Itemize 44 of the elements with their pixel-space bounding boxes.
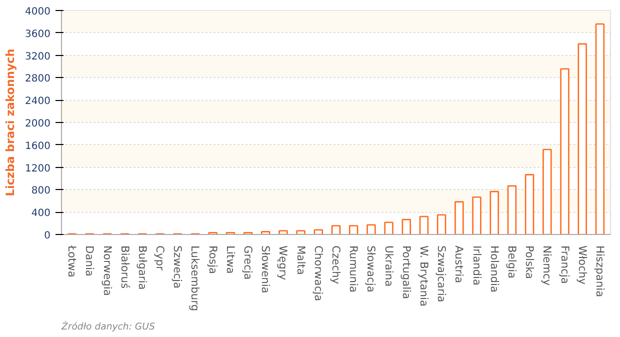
y-tick-label: 3600 [25, 28, 51, 40]
x-tick-label: Belgia [505, 246, 518, 279]
x-tick-label: Irlandia [470, 246, 484, 286]
x-tick-label: Austria [452, 246, 466, 284]
x-tick-label: Holandia [488, 246, 501, 293]
x-tick-label: Chorwacja [312, 246, 325, 302]
text: Źródło danych: GUS [60, 320, 155, 332]
y-tick-label: 1200 [25, 163, 51, 174]
x-tick-label: Słowenia [259, 246, 272, 294]
y-tick-label: 800 [31, 186, 51, 197]
x-tick-label: Norwegia [100, 246, 114, 296]
y-tick-label: 2800 [25, 74, 51, 85]
y-tick-label: 400 [31, 208, 51, 220]
x-tick-label: Litwa [224, 246, 237, 274]
x-tick-label: Dania [83, 246, 96, 276]
x-tick-label: Cypr [154, 246, 167, 272]
x-tick-label: Słowacja [364, 246, 378, 292]
y-tick-label: 1600 [25, 140, 51, 152]
x-tick-label: Ukraina [382, 246, 396, 287]
x-tick-label: Węgry [276, 246, 290, 280]
y-axis-title: Liczba braci zakonnych [3, 48, 18, 196]
x-tick-label: Malta [294, 246, 308, 275]
x-tick-label: Czechy [330, 246, 342, 284]
x-tick-label: Białoruś [118, 246, 132, 289]
x-tick-label: Bułgaria [136, 246, 149, 290]
x-tick-label: Rosja [206, 246, 220, 274]
x-tick-label: Portugalia [400, 246, 413, 300]
x-tick-label: Luksemburg [188, 246, 202, 312]
x-tick-label: Włochy [576, 246, 589, 285]
y-tick-label: 4000 [25, 6, 51, 18]
y-tick-label: 2400 [25, 96, 51, 108]
x-tick-label: Hiszpania [593, 246, 606, 298]
y-tick-label: 0 [44, 230, 51, 242]
x-tick-label: Rumunia [347, 246, 360, 293]
x-tick-label: Polska [523, 246, 536, 280]
x-tick-label: Szwajcaria [435, 246, 448, 302]
x-tick-label: Francja [558, 246, 572, 284]
x-tick-label: Łotwa [66, 244, 79, 278]
x-tick-label: W. Brytania [417, 246, 430, 307]
x-tick-label: Grecja [242, 246, 255, 280]
y-tick-label: 2000 [25, 118, 51, 130]
x-tick-label: Szwecja [171, 246, 184, 288]
x-tick-label: Niemcy [540, 246, 554, 286]
y-tick-label: 3200 [25, 51, 51, 62]
